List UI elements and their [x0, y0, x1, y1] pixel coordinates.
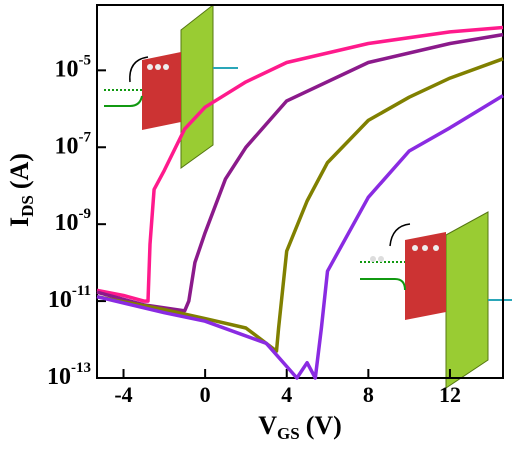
x-tick-label: 0: [200, 382, 211, 407]
x-label-unit: (V): [306, 411, 342, 440]
series-line: [96, 57, 504, 353]
x-label-subscript: GS: [277, 424, 300, 443]
y-tick-exponent: -5: [79, 53, 92, 69]
x-tick-label: 4: [281, 382, 292, 407]
x-tick-label: -4: [114, 382, 132, 407]
inset-band-diagram-bottom: [360, 211, 512, 389]
y-label-unit: (A): [5, 153, 34, 189]
y-tick-base: 10: [55, 210, 79, 236]
y-tick-label: 10-5: [55, 53, 92, 82]
y-tick-base: 10: [55, 56, 79, 82]
series-line: [96, 25, 504, 303]
y-tick-label: 10-11: [48, 284, 91, 313]
y-tick-base: 10: [55, 133, 79, 159]
y-label-text: I: [5, 217, 34, 227]
plot-frame: [96, 4, 504, 379]
x-axis-label: VGS (V): [258, 411, 342, 443]
y-tick-base: 10: [48, 287, 72, 313]
y-label-subscript: DS: [18, 195, 37, 217]
y-tick-base: 10: [47, 364, 71, 390]
y-tick-exponent: -7: [79, 130, 92, 146]
x-tick-label: 8: [363, 382, 374, 407]
inset-band-diagram-top: [104, 3, 238, 169]
y-tick-label: 10-13: [47, 360, 91, 389]
x-label-text: V: [258, 411, 277, 440]
series-line: [96, 94, 504, 380]
y-tick-label: 10-7: [55, 130, 92, 159]
series-line: [96, 32, 504, 313]
x-tick-label: 12: [439, 382, 461, 407]
y-tick-exponent: -13: [71, 360, 91, 376]
y-tick-exponent: -11: [72, 284, 91, 300]
y-tick-exponent: -9: [79, 207, 92, 223]
y-tick-label: 10-9: [55, 207, 92, 236]
y-axis-label: IDS (A): [5, 153, 37, 227]
